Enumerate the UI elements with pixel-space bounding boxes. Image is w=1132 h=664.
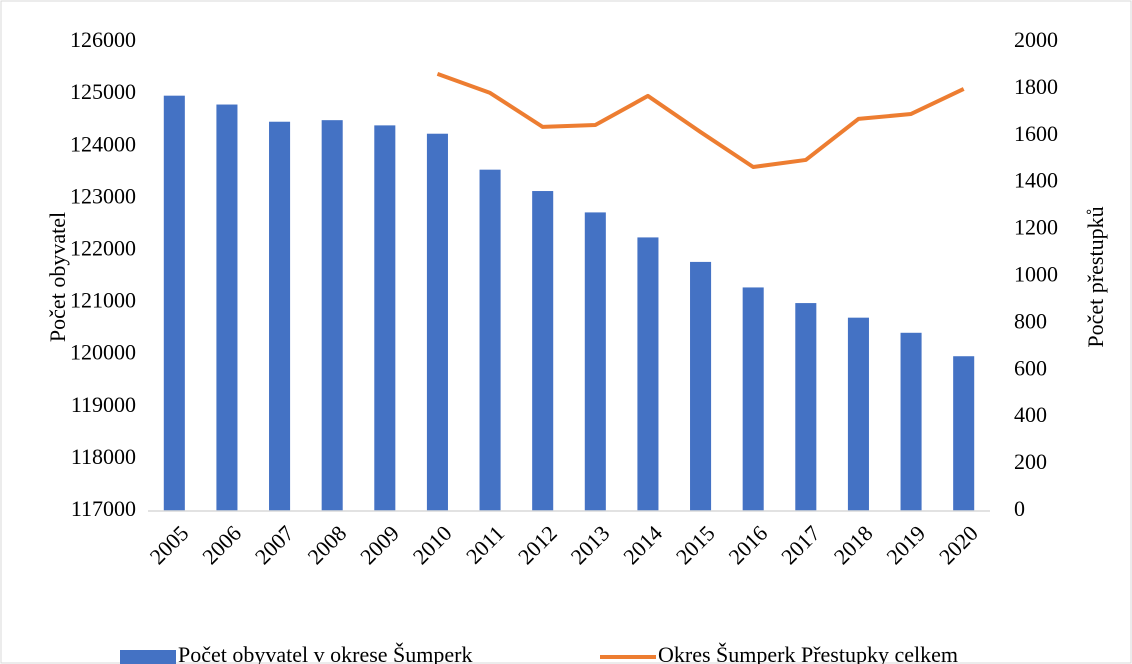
y2-tick-label: 0: [1014, 496, 1025, 521]
legend-label: Počet obyvatel v okrese Šumperk: [178, 642, 473, 664]
bar: [690, 261, 712, 511]
y-axis-title: Počet obyvatel: [45, 212, 70, 342]
y2-tick-label: 1800: [1014, 74, 1058, 99]
bar: [795, 303, 817, 511]
y-tick-label: 126000: [70, 27, 136, 52]
y2-tick-label: 1000: [1014, 262, 1058, 287]
y2-tick-label: 800: [1014, 308, 1047, 333]
bar: [374, 125, 396, 511]
bar: [847, 317, 869, 511]
y-tick-label: 120000: [70, 340, 136, 365]
bar: [321, 120, 343, 512]
bar: [637, 237, 659, 511]
y2-tick-label: 600: [1014, 355, 1047, 380]
bar: [269, 121, 291, 511]
bar: [953, 356, 975, 511]
y-tick-label: 117000: [71, 496, 136, 521]
bar: [900, 332, 922, 511]
y-tick-label: 125000: [70, 79, 136, 104]
bar: [163, 95, 185, 512]
line: [436, 72, 965, 169]
bar: [479, 169, 501, 511]
bar: [216, 104, 238, 512]
y-tick-label: 124000: [70, 131, 136, 156]
y2-tick-label: 2000: [1014, 27, 1058, 52]
y-tick-label: 121000: [70, 288, 136, 313]
legend-label: Okres Šumperk Přestupky celkem: [658, 642, 958, 664]
bar: [584, 212, 606, 512]
bar: [742, 287, 764, 511]
y-tick-label: 119000: [71, 392, 136, 417]
y2-tick-label: 1200: [1014, 215, 1058, 240]
y2-axis-title: Počet přestupků: [1083, 206, 1108, 347]
y-tick-label: 122000: [70, 235, 136, 260]
y2-tick-label: 1400: [1014, 168, 1058, 193]
bar: [532, 191, 554, 511]
y-tick-label: 118000: [71, 444, 136, 469]
bar: [426, 133, 448, 511]
y2-tick-label: 1600: [1014, 121, 1058, 146]
y-tick-label: 123000: [70, 183, 136, 208]
y2-tick-label: 200: [1014, 449, 1047, 474]
legend-swatch: [120, 650, 176, 664]
y2-tick-label: 400: [1014, 402, 1047, 427]
